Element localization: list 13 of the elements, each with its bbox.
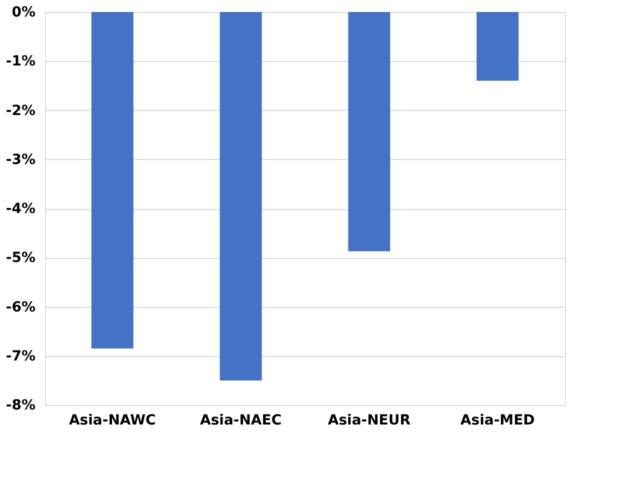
y-tick-label: -5% — [6, 250, 36, 266]
y-tick-label: -6% — [6, 299, 36, 316]
y-tick-label: -3% — [6, 152, 36, 168]
x-tick-label: Asia-NEUR — [328, 412, 411, 428]
y-tick-label: 0% — [12, 4, 36, 20]
y-tick-label: -7% — [6, 348, 36, 364]
x-tick-label: Asia-NAEC — [200, 412, 282, 428]
x-tick-label: Asia-NAWC — [68, 412, 156, 428]
y-tick-label: -8% — [6, 398, 36, 414]
y-tick-label: -1% — [6, 54, 36, 70]
x-tick-label: Asia-MED — [460, 412, 535, 428]
y-tick-label: -4% — [6, 201, 36, 217]
y-tick-label: -2% — [6, 102, 36, 119]
